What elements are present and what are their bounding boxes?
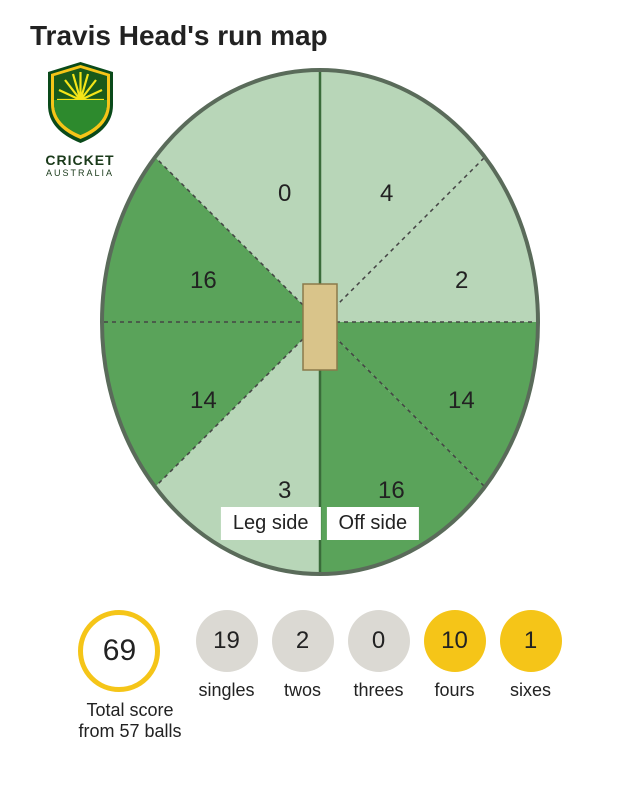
stat-fours-label: fours (424, 680, 486, 701)
chart-title: Travis Head's run map (30, 20, 610, 52)
total-score-circle: 69 (78, 610, 160, 692)
stat-twos-circle: 2 (272, 610, 334, 672)
sector-value: 4 (380, 180, 393, 208)
stat-threes-label: threes (348, 680, 410, 701)
sector-value: 0 (278, 180, 291, 208)
total-score-label: Total score (78, 700, 181, 721)
stat-singles-circle: 19 (196, 610, 258, 672)
stat-twos-label: twos (272, 680, 334, 701)
sector-value: 14 (190, 387, 217, 415)
stat-singles: 19 singles (196, 610, 258, 701)
total-score-sublabel: from 57 balls (78, 721, 181, 742)
off-side-label: Off side (327, 507, 420, 540)
sector-value: 16 (378, 477, 405, 505)
stat-sixes-label: sixes (500, 680, 562, 701)
total-score-stat: 69 Total score from 57 balls (78, 610, 181, 742)
wagon-wheel-chart: Leg side Off side 0 4 16 2 14 14 3 16 (90, 62, 550, 582)
sector-value: 16 (190, 267, 217, 295)
sector-value: 3 (278, 477, 291, 505)
stat-sixes-circle: 1 (500, 610, 562, 672)
total-score-value: 69 (103, 634, 136, 668)
stat-fours: 10 fours (424, 610, 486, 701)
stat-twos: 2 twos (272, 610, 334, 701)
stat-sixes: 1 sixes (500, 610, 562, 701)
stat-singles-label: singles (196, 680, 258, 701)
stats-row: 69 Total score from 57 balls 19 singles … (30, 610, 610, 742)
stat-fours-circle: 10 (424, 610, 486, 672)
sector-value: 14 (448, 387, 475, 415)
stat-threes-circle: 0 (348, 610, 410, 672)
stat-threes: 0 threes (348, 610, 410, 701)
sector-value: 2 (455, 267, 468, 295)
leg-side-label: Leg side (221, 507, 321, 540)
